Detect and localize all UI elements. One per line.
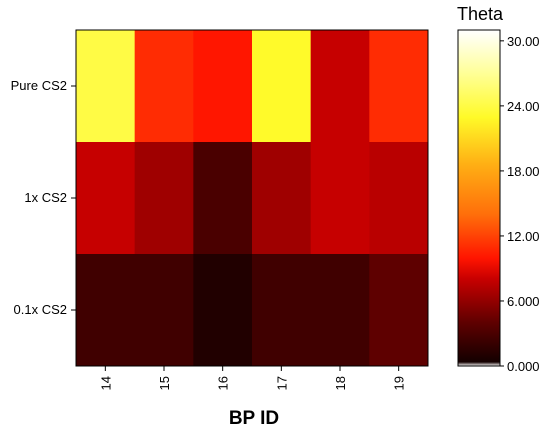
heatmap-cells	[76, 30, 429, 367]
heatmap-cell	[310, 254, 370, 367]
colorbar-tick-label: 30.00	[507, 34, 540, 49]
x-tick-label: 16	[216, 376, 231, 390]
heatmap-cell	[310, 30, 370, 143]
colorbar-tick-label: 0.000	[507, 359, 540, 374]
heatmap-cell	[76, 142, 136, 255]
heatmap-cell	[193, 254, 253, 367]
x-tick-label: 19	[392, 376, 407, 390]
colorbar-tick-label: 6.000	[507, 294, 540, 309]
heatmap-cell	[310, 142, 370, 255]
y-tick-label: Pure CS2	[11, 78, 67, 93]
heatmap-cell	[193, 142, 253, 255]
heatmap-cell	[193, 30, 253, 143]
heatmap-cell	[76, 254, 136, 367]
heatmap-cell	[134, 254, 194, 367]
heatmap-cell	[369, 142, 429, 255]
y-tick-label: 0.1x CS2	[14, 302, 67, 317]
heatmap-cell	[134, 142, 194, 255]
x-tick-label: 18	[333, 376, 348, 390]
colorbar-title: Theta	[457, 4, 504, 24]
x-tick-label: 17	[274, 376, 289, 390]
x-axis-title: BP ID	[229, 408, 279, 429]
heatmap-cell	[369, 30, 429, 143]
colorbar-tick-label: 12.00	[507, 229, 540, 244]
colorbar-ticks: 0.000 6.000 12.00 18.00 24.00 30.00	[500, 34, 540, 374]
colorbar	[457, 29, 501, 367]
y-tick-label: 1x CS2	[24, 190, 67, 205]
heatmap-cell	[252, 30, 312, 143]
heatmap-cell	[252, 254, 312, 367]
colorbar-tick-label: 18.00	[507, 164, 540, 179]
x-axis-ticks: 14 15 16 17 18 19	[98, 366, 407, 390]
x-tick-label: 14	[98, 376, 113, 390]
x-tick-label: 15	[157, 376, 172, 390]
heatmap-cell	[134, 30, 194, 143]
heatmap-cell	[252, 142, 312, 255]
y-axis-ticks: Pure CS2 1x CS2 0.1x CS2	[11, 78, 76, 317]
heatmap-cell	[76, 30, 136, 143]
colorbar-tick-label: 24.00	[507, 99, 540, 114]
heatmap-cell	[369, 254, 429, 367]
